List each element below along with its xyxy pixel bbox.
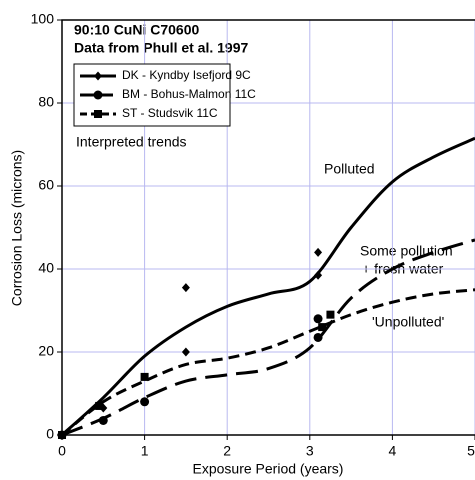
marker bbox=[318, 323, 327, 332]
marker bbox=[181, 347, 190, 357]
marker bbox=[313, 332, 323, 342]
marker bbox=[140, 397, 150, 407]
trend-line bbox=[60, 136, 475, 437]
marker bbox=[313, 314, 323, 324]
legend-marker bbox=[94, 110, 102, 118]
x-tick-label: 5 bbox=[467, 443, 475, 459]
marker bbox=[326, 310, 335, 319]
y-axis-label: Corrosion Loss (microns) bbox=[9, 150, 25, 306]
legend-label: BM - Bohus-Malmon 11C bbox=[122, 87, 256, 101]
annotation: Polluted bbox=[324, 161, 375, 177]
x-tick-label: 3 bbox=[306, 443, 314, 459]
marker bbox=[98, 415, 108, 425]
annotation: Interpreted trends bbox=[76, 134, 187, 150]
marker bbox=[95, 401, 104, 410]
legend-marker bbox=[93, 90, 103, 100]
trend-line bbox=[61, 288, 475, 437]
x-axis-label: Exposure Period (years) bbox=[193, 461, 344, 477]
annotation: Some pollution bbox=[360, 243, 453, 259]
legend-marker bbox=[94, 71, 102, 81]
y-tick-label: 80 bbox=[38, 94, 54, 110]
annotation: 'Unpolluted' bbox=[372, 314, 444, 330]
y-tick-label: 60 bbox=[38, 177, 54, 193]
y-tick-label: 20 bbox=[38, 343, 54, 359]
trend-line bbox=[61, 238, 475, 437]
marker bbox=[140, 372, 149, 381]
legend-label: ST - Studsvik 11C bbox=[122, 106, 218, 120]
x-tick-label: 2 bbox=[223, 443, 231, 459]
chart-title: 90:10 CuNi C70600 bbox=[74, 22, 200, 38]
x-tick-label: 0 bbox=[58, 443, 66, 459]
marker bbox=[181, 283, 190, 293]
marker bbox=[58, 431, 66, 439]
x-tick-label: 1 bbox=[141, 443, 149, 459]
y-tick-label: 0 bbox=[46, 426, 54, 442]
chart-subtitle: Data from Phull et al. 1997 bbox=[74, 40, 248, 56]
y-tick-label: 100 bbox=[31, 11, 55, 27]
marker bbox=[314, 270, 323, 280]
marker bbox=[314, 247, 323, 257]
x-tick-label: 4 bbox=[389, 443, 397, 459]
y-tick-label: 40 bbox=[38, 260, 54, 276]
plot-frame bbox=[61, 19, 475, 436]
legend-label: DK - Kyndby Isefjord 9C bbox=[122, 68, 251, 82]
